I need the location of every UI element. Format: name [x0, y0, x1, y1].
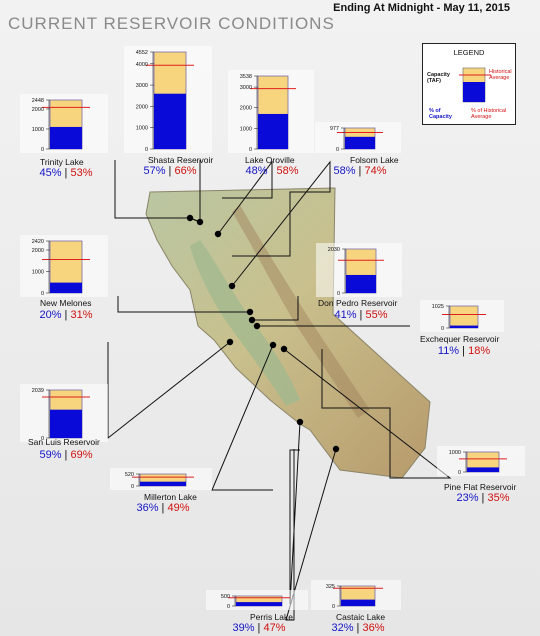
central-valley [190, 240, 300, 406]
sierra-range [232, 205, 370, 418]
pct-historical: 58% [276, 165, 299, 177]
pct-separator: | [353, 622, 363, 634]
pct-historical: 31% [70, 309, 93, 321]
reservoir-dot-shasta-reservoir [186, 214, 194, 222]
leader-line-don-pedro-reservoir [252, 296, 299, 321]
pct-capacity: 41% [334, 309, 357, 321]
legend-title: LEGEND [453, 48, 485, 57]
date-line: Ending At Midnight - May 11, 2015 [333, 2, 510, 14]
reservoir-percentages: 57% | 66% [130, 165, 210, 177]
pct-separator: | [267, 165, 277, 177]
legend-pct-historical-label: % of Historical Average [471, 108, 507, 120]
leader-line-folsom-lake [231, 160, 331, 287]
reservoir-percentages: 23% | 35% [443, 492, 523, 504]
pct-separator: | [459, 345, 469, 357]
reservoir-name: Exchequer Reservoir [420, 334, 500, 344]
state-shape [145, 187, 431, 479]
reservoir-dot-new-melones [246, 308, 254, 316]
pct-capacity: 20% [39, 309, 62, 321]
pct-historical: 55% [365, 309, 388, 321]
leader-line-castaic-lake [285, 448, 337, 621]
reservoir-percentages: 41% | 55% [321, 309, 401, 321]
reservoir-name: Shasta Reservoir [148, 155, 214, 165]
legend-capacity-label: Capacity (TAF) [427, 72, 450, 84]
pct-separator: | [478, 492, 488, 504]
leader-line-lake-oroville [217, 160, 273, 235]
reservoir-name: Trinity Lake [40, 157, 84, 167]
reservoir-dot-san-luis-reservoir [226, 338, 234, 346]
pct-historical: 36% [362, 622, 385, 634]
pct-separator: | [158, 502, 168, 514]
reservoir-name: New Melones [40, 298, 92, 308]
legend-swatch [459, 67, 491, 103]
pct-capacity: 59% [39, 449, 62, 461]
leader-line-new-melones [117, 296, 250, 313]
pct-historical: 47% [263, 622, 286, 634]
pct-separator: | [61, 167, 71, 179]
pct-capacity: 32% [331, 622, 354, 634]
reservoir-dots [186, 214, 340, 453]
pct-historical: 49% [167, 502, 190, 514]
pct-capacity: 48% [245, 165, 268, 177]
leader-lines [107, 160, 452, 621]
leader-line-san-luis-reservoir [107, 341, 231, 440]
pct-historical: 18% [468, 345, 491, 357]
reservoir-dot-pine-flat-reservoir [280, 345, 288, 353]
pct-separator: | [61, 449, 71, 461]
reservoir-name: Pine Flat Reservoir [444, 482, 517, 492]
reservoir-name: San Luis Reservoir [28, 437, 100, 447]
reservoir-name: Don Pedro Reservoir [318, 298, 398, 308]
reservoir-percentages: 36% | 49% [123, 502, 203, 514]
reservoir-dot-folsom-lake [228, 282, 236, 290]
pct-capacity: 23% [456, 492, 479, 504]
reservoir-name: Millerton Lake [144, 492, 197, 502]
leader-line-millerton-lake [211, 344, 274, 491]
reservoir-percentages: 48% | 58% [232, 165, 312, 177]
legend-pct-capacity-label: % of Capacity [429, 108, 452, 120]
pct-capacity: 36% [136, 502, 159, 514]
reservoir-name: Perris Lake [250, 612, 293, 622]
leader-line-perris-lake [289, 421, 301, 605]
reservoir-percentages: 20% | 31% [26, 309, 106, 321]
pct-historical: 74% [364, 165, 387, 177]
pct-capacity: 45% [39, 167, 62, 179]
reservoir-name: Lake Oroville [245, 155, 295, 165]
pct-capacity: 57% [143, 165, 166, 177]
pct-separator: | [61, 309, 71, 321]
page-title: CURRENT RESERVOIR CONDITIONS [8, 14, 335, 33]
pct-separator: | [356, 309, 366, 321]
pct-capacity: 58% [333, 165, 356, 177]
pct-separator: | [165, 165, 175, 177]
legend-historical-label: Historical Average [489, 69, 512, 81]
pct-capacity: 39% [232, 622, 255, 634]
pct-historical: 35% [487, 492, 510, 504]
reservoir-dot-trinity-lake [196, 218, 204, 226]
reservoir-dot-millerton-lake [269, 341, 277, 349]
pct-historical: 66% [174, 165, 197, 177]
reservoir-dot-exchequer-reservoir [253, 322, 261, 330]
reservoir-percentages: 59% | 69% [26, 449, 106, 461]
legend-current-swatch [463, 82, 485, 102]
leader-line-pine-flat-reservoir [283, 348, 452, 479]
reservoir-dot-don-pedro-reservoir [248, 316, 256, 324]
reservoir-dot-perris-lake [296, 418, 304, 426]
reservoir-percentages: 32% | 36% [318, 622, 398, 634]
pct-separator: | [355, 165, 365, 177]
pct-historical: 53% [70, 167, 93, 179]
reservoir-percentages: 45% | 53% [26, 167, 106, 179]
pct-separator: | [254, 622, 264, 634]
legend-box: LEGEND Capacity (TAF) Historical Average… [422, 43, 516, 125]
reservoir-name: Folsom Lake [350, 155, 399, 165]
pct-capacity: 11% [437, 345, 460, 357]
pct-historical: 69% [70, 449, 93, 461]
reservoir-percentages: 11% | 18% [424, 345, 504, 357]
reservoir-dot-castaic-lake [332, 445, 340, 453]
reservoir-dot-lake-oroville [214, 230, 222, 238]
reservoir-name: Castaic Lake [336, 612, 386, 622]
reservoir-percentages: 39% | 47% [219, 622, 299, 634]
reservoir-percentages: 58% | 74% [320, 165, 400, 177]
